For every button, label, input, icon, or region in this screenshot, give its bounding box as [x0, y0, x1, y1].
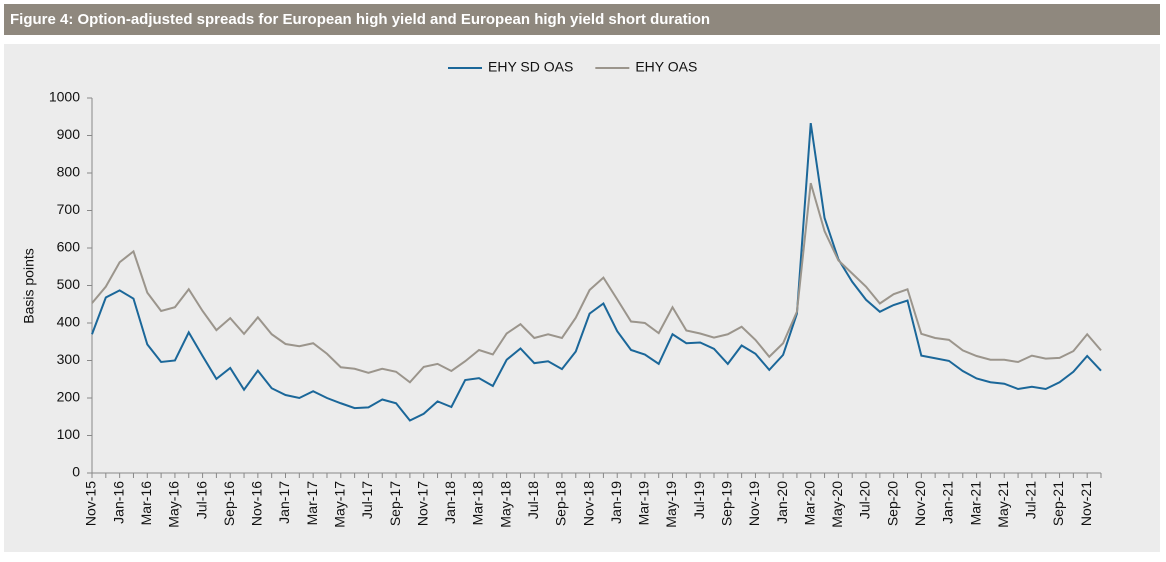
plot-panel [4, 44, 1160, 552]
chart-title: Figure 4: Option-adjusted spreads for Eu… [10, 11, 710, 28]
y-tick-label: 500 [57, 276, 81, 292]
x-tick-label: Nov-17 [414, 481, 430, 526]
x-tick-label: Nov-20 [912, 481, 928, 526]
x-tick-label: May-17 [331, 481, 347, 528]
series-line [91, 182, 1102, 384]
x-tick-label: May-16 [166, 481, 182, 528]
y-tick-label: 900 [57, 126, 81, 142]
x-tick-label: Jul-20 [857, 481, 873, 519]
x-tick-label: Jul-18 [525, 481, 541, 519]
x-tick-label: Jul-16 [193, 481, 209, 519]
x-tick-label: Nov-15 [83, 481, 99, 526]
x-tick-label: Nov-19 [746, 481, 762, 526]
x-tick-label: Jan-20 [774, 481, 790, 524]
x-tick-label: Jul-21 [1023, 481, 1039, 519]
legend: EHY SD OAS EHY OAS [448, 59, 697, 75]
y-tick-label: 1000 [49, 89, 80, 105]
series-line [91, 122, 1102, 422]
x-tick-label: Sep-20 [884, 481, 900, 526]
x-tick-label: Sep-21 [1050, 481, 1066, 526]
y-tick-label: 300 [57, 351, 81, 367]
x-tick-label: Jan-19 [608, 481, 624, 524]
legend-label: EHY SD OAS [488, 59, 573, 75]
x-tick-label: Sep-17 [387, 481, 403, 526]
x-tick-label: Sep-18 [553, 481, 569, 526]
x-tick-label: Jul-17 [359, 481, 375, 519]
y-tick-label: 800 [57, 164, 81, 180]
x-tick-label: May-19 [663, 481, 679, 528]
x-tick-label: Mar-16 [138, 481, 154, 526]
x-tick-label: Nov-16 [249, 481, 265, 526]
y-tick-label: 600 [57, 239, 81, 255]
y-tick-label: 200 [57, 389, 81, 405]
x-tick-label: May-18 [497, 481, 513, 528]
x-tick-label: Jan-17 [276, 481, 292, 524]
x-tick-label: Sep-19 [719, 481, 735, 526]
x-tick-label: Mar-20 [801, 481, 817, 526]
x-tick-label: Jan-21 [940, 481, 956, 524]
x-tick-label: Jul-19 [691, 481, 707, 519]
y-tick-label: 700 [57, 201, 81, 217]
x-tick-label: Mar-17 [304, 481, 320, 526]
x-tick-label: Mar-18 [470, 481, 486, 526]
x-tick-label: Mar-19 [636, 481, 652, 526]
y-tick-label: 400 [57, 314, 81, 330]
x-tick-label: Mar-21 [967, 481, 983, 526]
x-tick-label: Jan-18 [442, 481, 458, 524]
title-bar [4, 4, 1160, 35]
x-tick-label: May-20 [829, 481, 845, 528]
y-tick-label: 100 [57, 426, 81, 442]
x-tick-label: Sep-16 [221, 481, 237, 526]
x-tick-label: May-21 [995, 481, 1011, 528]
y-tick-label: 0 [72, 464, 80, 480]
y-axis-label: Basis points [21, 248, 37, 323]
x-tick-label: Nov-21 [1078, 481, 1094, 526]
x-tick-label: Nov-18 [580, 481, 596, 526]
x-tick-label: Jan-16 [110, 481, 126, 524]
legend-label: EHY OAS [635, 59, 697, 75]
